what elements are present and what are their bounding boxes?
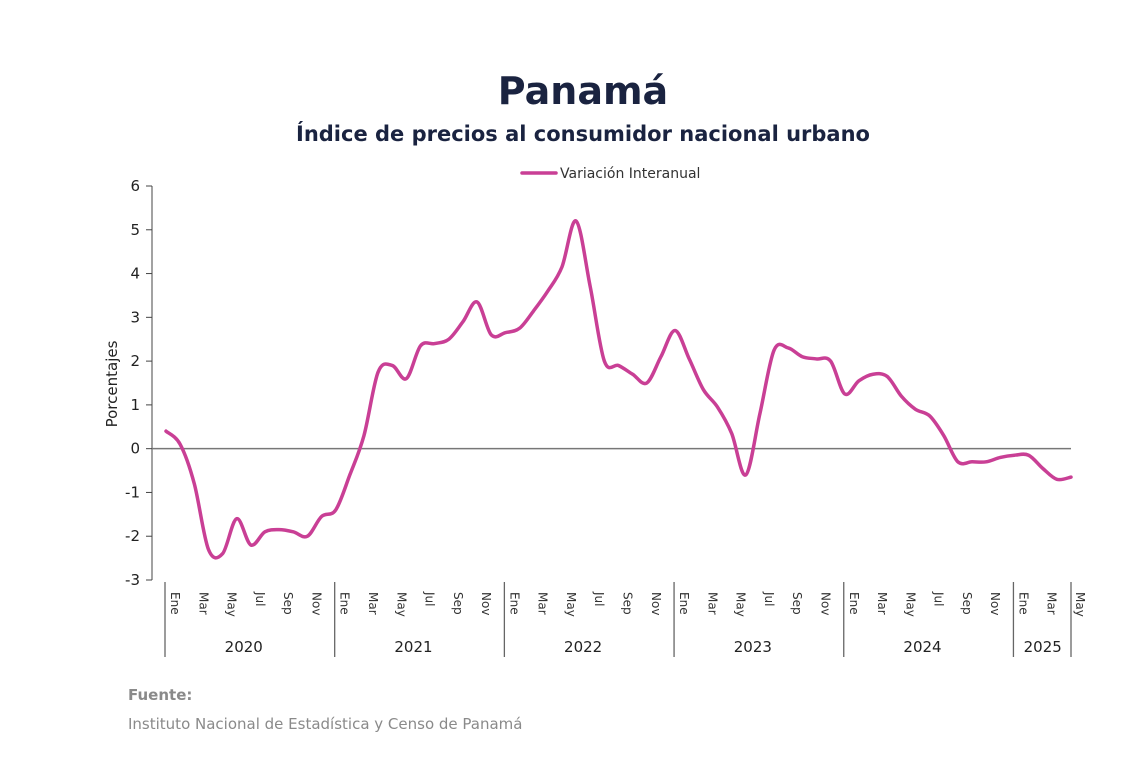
x-year-label: 2020 — [225, 638, 263, 656]
y-tick-label: 0 — [130, 440, 140, 458]
x-year-label: 2023 — [734, 638, 772, 656]
y-tick-label: -2 — [125, 527, 140, 545]
x-month-label: Nov — [309, 592, 323, 615]
x-month-label: Nov — [649, 592, 663, 615]
x-year-label: 2025 — [1024, 638, 1062, 656]
x-year-label: 2022 — [564, 638, 602, 656]
x-month-label: May — [225, 592, 239, 617]
y-axis-ticks: 6 5 4 3 2 1 0 -1 -2 -3 — [125, 177, 140, 589]
x-year-label: 2021 — [394, 638, 432, 656]
source-title: Fuente: — [128, 686, 192, 704]
x-month-label: Mar — [875, 592, 889, 615]
x-month-label: Mar — [705, 592, 719, 615]
x-month-label: Sep — [451, 592, 465, 615]
chart-subtitle: Índice de precios al consumidor nacional… — [296, 121, 870, 146]
x-month-label: Ene — [168, 592, 182, 615]
y-tick-label: -1 — [125, 483, 140, 501]
x-month-label: Nov — [818, 592, 832, 615]
y-axis-label: Porcentajes — [103, 340, 121, 427]
series-line-variacion-interanual — [164, 219, 1073, 560]
x-month-label: May — [734, 592, 748, 617]
chart-title: Panamá — [498, 69, 668, 113]
x-month-label: Sep — [790, 592, 804, 615]
plot-area — [164, 219, 1073, 560]
y-tick-label: 1 — [130, 396, 140, 414]
x-month-label: Sep — [960, 592, 974, 615]
x-month-label: May — [564, 592, 578, 617]
x-axis: Ene Mar May Jul Sep Nov 2020 Ene Mar May Jul Sep Nov… — [164, 582, 1087, 657]
x-month-label: Mar — [366, 592, 380, 615]
x-month-label: Jul — [762, 591, 776, 606]
y-tick-label: 5 — [130, 221, 140, 239]
legend: Variación Interanual — [520, 166, 700, 182]
x-month-label: May — [903, 592, 917, 617]
y-tick-label: 4 — [130, 265, 140, 283]
x-month-label: Jul — [592, 591, 606, 606]
x-month-label: Mar — [1045, 592, 1059, 615]
x-month-label: Jul — [253, 591, 267, 606]
y-tick-label: 3 — [130, 308, 140, 326]
x-month-label: Jul — [423, 591, 437, 606]
legend-label: Variación Interanual — [560, 166, 700, 182]
x-month-label: Jul — [932, 591, 946, 606]
y-tick-label: 2 — [130, 352, 140, 370]
x-month-label: Ene — [507, 592, 521, 615]
x-month-label: Ene — [1016, 592, 1030, 615]
x-month-label: May — [1073, 592, 1087, 617]
x-month-label: Nov — [988, 592, 1002, 615]
source-text: Instituto Nacional de Estadística y Cens… — [128, 715, 523, 733]
x-month-label: Nov — [479, 592, 493, 615]
x-month-label: Mar — [536, 592, 550, 615]
x-month-label: Ene — [677, 592, 691, 615]
x-month-label: Sep — [281, 592, 295, 615]
x-month-label: Sep — [621, 592, 635, 615]
x-year-label: 2024 — [903, 638, 941, 656]
x-month-label: May — [394, 592, 408, 617]
axes — [146, 185, 1071, 581]
x-month-label: Ene — [338, 592, 352, 615]
x-month-label: Ene — [847, 592, 861, 615]
y-tick-label: -3 — [125, 571, 140, 589]
y-tick-label: 6 — [130, 177, 140, 195]
x-month-label: Mar — [196, 592, 210, 615]
